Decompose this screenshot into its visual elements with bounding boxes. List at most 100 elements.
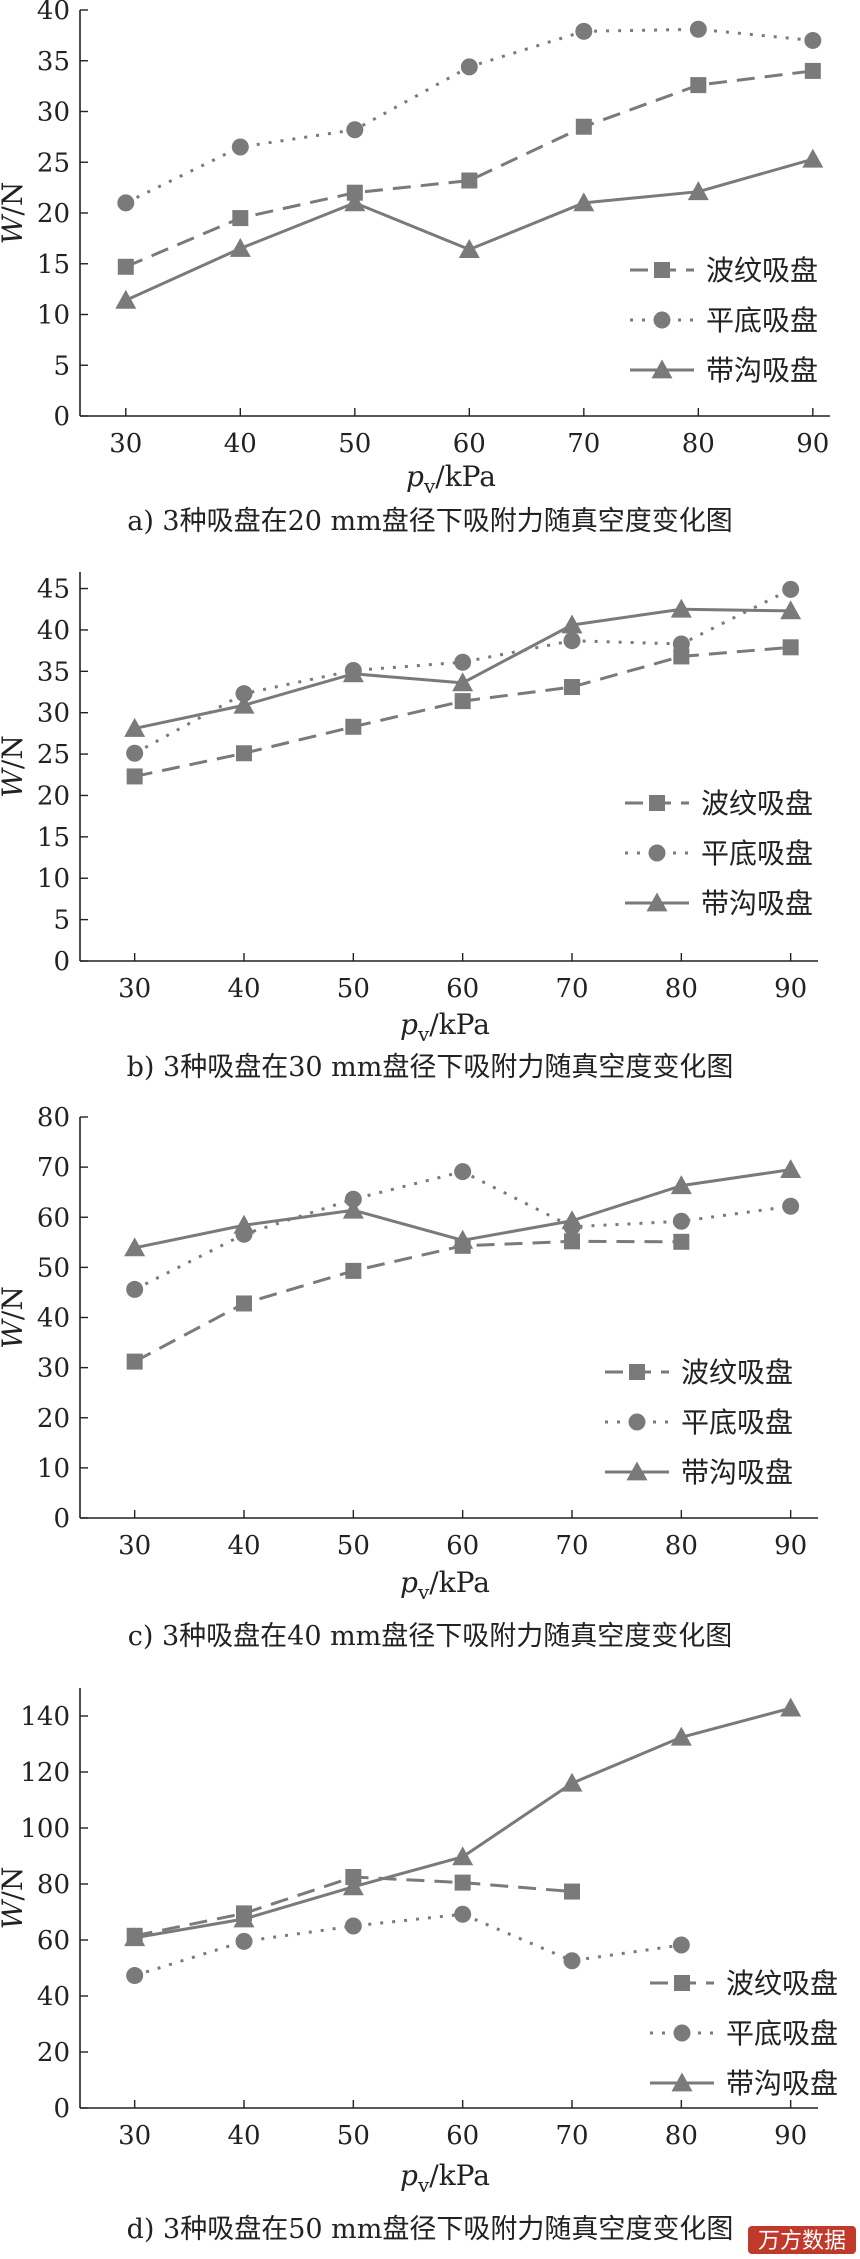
data-point — [342, 1876, 364, 1896]
legend-marker-3 — [626, 1461, 648, 1481]
data-point — [117, 258, 134, 275]
y-tick-label: 15 — [37, 823, 70, 853]
x-tick-label: 40 — [227, 974, 260, 1004]
series-line-1 — [125, 69, 814, 269]
x-tick-label: 70 — [567, 429, 600, 459]
data-point — [672, 635, 690, 653]
series-1 — [117, 62, 821, 275]
data-point — [561, 1210, 583, 1230]
series-1 — [126, 639, 799, 785]
y-tick-label: 15 — [37, 250, 70, 280]
x-tick-label: 80 — [665, 2121, 698, 2151]
y-tick-label: 140 — [20, 1702, 70, 1732]
x-tick-label: 50 — [337, 2121, 370, 2151]
x-tick-label: 70 — [555, 1531, 588, 1561]
data-point — [561, 1772, 583, 1792]
legend-marker-3 — [671, 2072, 693, 2092]
legend-label-3: 带沟吸盘 — [701, 887, 813, 920]
y-axis-title: W/N — [0, 735, 29, 798]
watermark-badge — [748, 2226, 856, 2254]
y-tick-label: 20 — [37, 2038, 70, 2068]
x-axis-title: pv/kPa — [406, 460, 496, 498]
data-point — [236, 1295, 252, 1312]
legend-label-2: 平底吸盘 — [706, 304, 818, 337]
series-3 — [124, 598, 802, 737]
series-line-2 — [133, 588, 792, 755]
x-tick-label: 80 — [665, 1531, 698, 1561]
y-tick-label: 40 — [37, 1304, 70, 1334]
data-point — [690, 77, 707, 94]
data-point — [561, 614, 583, 634]
x-tick-label: 90 — [774, 974, 807, 1004]
data-point — [780, 1697, 802, 1717]
legend-marker-2 — [648, 844, 666, 862]
x-tick-label: 60 — [446, 974, 479, 1004]
series-line-3 — [134, 1706, 792, 1940]
data-point — [452, 1229, 474, 1249]
x-axis-title: pv/kPa — [400, 1008, 490, 1046]
data-point — [575, 118, 592, 135]
y-axis-title-unit: /N — [0, 1867, 29, 1901]
y-tick-label: 45 — [37, 575, 70, 605]
y-tick-label: 60 — [37, 1926, 70, 1956]
x-axis-title: pv/kPa — [400, 1566, 490, 1604]
data-point — [233, 1214, 255, 1234]
data-point — [342, 663, 364, 683]
x-axis-title-subscript: v — [423, 474, 436, 498]
data-point — [670, 598, 692, 618]
x-axis-title-symbol: p — [400, 2159, 418, 2192]
data-point — [235, 685, 253, 703]
data-point — [229, 238, 251, 257]
x-axis-title-unit: /kPa — [429, 1008, 490, 1041]
y-axis-title-symbol: W — [0, 213, 29, 244]
y-tick-label: 30 — [37, 1354, 70, 1384]
y-axis-title-unit: /N — [0, 182, 29, 216]
data-point — [802, 148, 824, 168]
x-tick-label: 50 — [338, 429, 371, 459]
x-tick-label: 60 — [446, 1531, 479, 1561]
legend-marker-3 — [651, 359, 673, 379]
data-point — [115, 289, 137, 309]
series-3 — [124, 1159, 802, 1257]
chart-panel-d: 02040608010012014030405060708090pv/kPaW/… — [0, 1688, 838, 2245]
data-point — [124, 1237, 146, 1257]
figure-caption-a: a) 3种吸盘在20 mm盘径下吸附力随真空度变化图 — [127, 506, 733, 537]
data-point — [124, 1927, 146, 1947]
data-point — [231, 138, 249, 156]
data-point — [563, 632, 581, 650]
x-tick-label: 50 — [337, 974, 370, 1004]
chart-panel-b: 05101520253035404530405060708090pv/kPaW/… — [0, 572, 818, 1083]
x-tick-label: 50 — [337, 1531, 370, 1561]
data-point — [780, 1159, 802, 1179]
data-point — [345, 1262, 362, 1279]
data-point — [672, 1212, 690, 1230]
x-tick-label: 30 — [118, 974, 151, 1004]
figure-caption-b: b) 3种吸盘在30 mm盘径下吸附力随真空度变化图 — [127, 1052, 734, 1083]
data-point — [346, 121, 364, 139]
data-point — [452, 672, 474, 692]
y-tick-label: 20 — [37, 781, 70, 811]
chart-panel-c: 0 10 20 30 40 50 60 70 80 30 40 50 60 70 80 90 pv/kPa W/N… — [0, 1103, 818, 1652]
x-tick-label: 40 — [227, 2121, 260, 2151]
y-tick-label: 10 — [37, 1454, 70, 1484]
data-point — [573, 192, 595, 212]
y-axis-title-symbol: W — [0, 1318, 29, 1349]
series-1 — [126, 1233, 690, 1370]
x-tick-label: 70 — [555, 2121, 588, 2151]
y-tick-label: 35 — [37, 47, 70, 77]
legend-marker-1 — [649, 795, 665, 811]
y-tick-label: 5 — [53, 351, 70, 381]
x-tick-label: 70 — [555, 974, 588, 1004]
data-point — [563, 1952, 581, 1970]
y-tick-label: 20 — [37, 199, 70, 229]
series-2 — [117, 20, 822, 212]
data-point — [126, 768, 143, 785]
y-axis-title: W/N — [0, 1867, 29, 1930]
data-point — [782, 639, 799, 656]
data-point — [126, 744, 144, 762]
data-point — [804, 31, 822, 49]
data-point — [117, 194, 135, 212]
y-tick-label: 100 — [20, 1814, 70, 1844]
